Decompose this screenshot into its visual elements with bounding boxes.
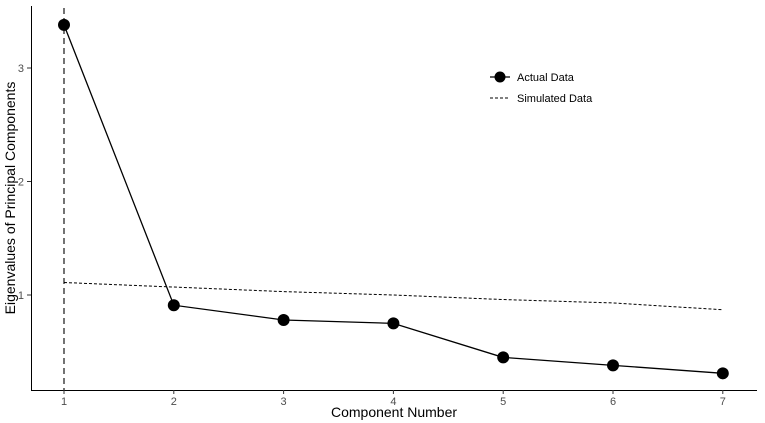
data-point-actual-1 <box>58 18 70 31</box>
x-tick-label-1: 1 <box>61 396 67 408</box>
x-tick-label-6: 6 <box>610 396 616 408</box>
x-tick-label-7: 7 <box>720 396 726 408</box>
data-point-actual-4 <box>387 317 400 330</box>
plot-area <box>58 8 729 390</box>
x-axis-title: Component Number <box>331 404 457 420</box>
x-tick-label-4: 4 <box>390 396 396 408</box>
axes: 1 2 3 4 5 6 7 1 2 3 <box>18 6 757 408</box>
data-point-actual-5 <box>497 351 510 364</box>
y-tick-label-3: 3 <box>18 63 24 75</box>
data-point-actual-6 <box>607 359 619 372</box>
x-tick-label-3: 3 <box>281 396 287 408</box>
series-line-simulated <box>63 282 723 311</box>
legend-simulated-label: Simulated Data <box>517 93 593 105</box>
y-axis-title: Eigenvalues of Principal Components <box>2 82 18 315</box>
legend-actual-label: Actual Data <box>517 72 575 84</box>
data-point-actual-2 <box>167 299 180 312</box>
x-tick-label-5: 5 <box>500 396 506 408</box>
y-tick-label-2: 2 <box>18 177 24 189</box>
legend-actual-marker <box>494 71 506 83</box>
data-point-actual-7 <box>716 367 729 380</box>
y-tick-label-1: 1 <box>18 290 24 302</box>
data-point-actual-3 <box>277 313 290 326</box>
legend: Actual Data Simulated Data <box>490 71 593 105</box>
x-tick-label-2: 2 <box>171 396 177 408</box>
